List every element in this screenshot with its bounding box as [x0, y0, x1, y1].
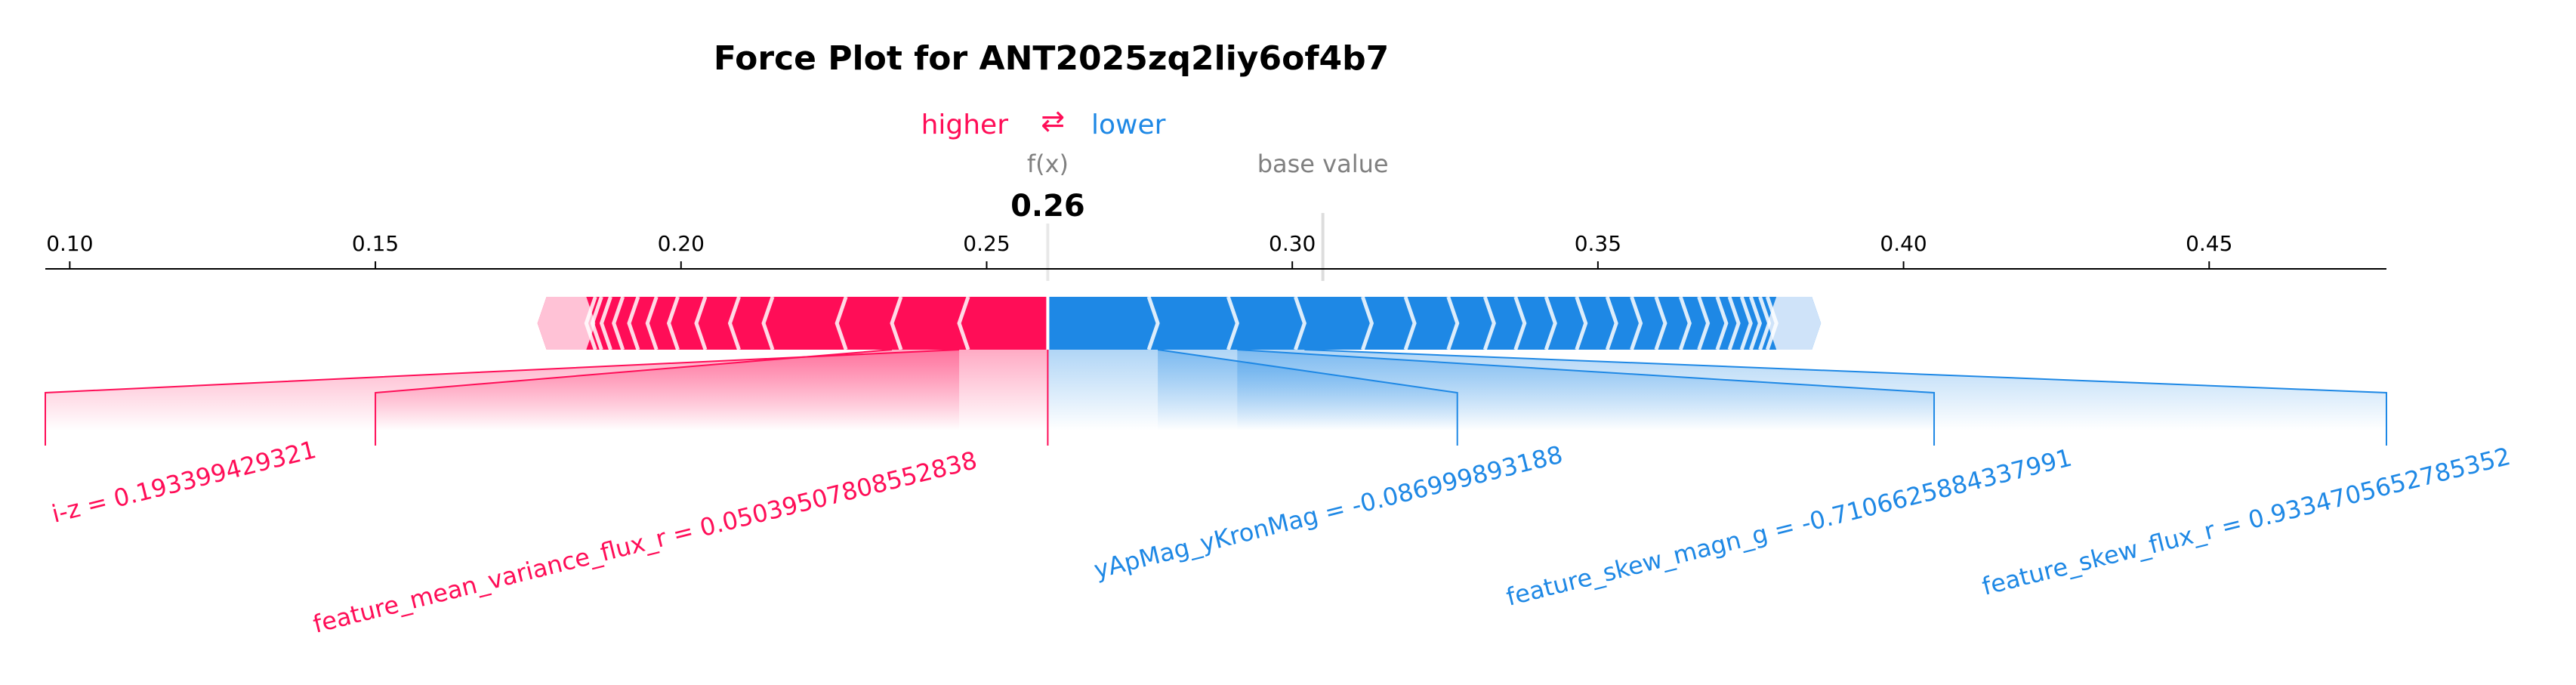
negative-segment-divider: [1654, 296, 1667, 350]
legend-arrows-icon: ⇄: [1041, 104, 1065, 137]
base-value-label: base value: [1257, 150, 1389, 178]
positive-segment-divider: [957, 296, 970, 350]
x-tick-label: 0.15: [352, 231, 399, 256]
negative-segment-divider: [1446, 296, 1460, 350]
positive-segment-divider: [890, 296, 903, 350]
negative-segment-divider: [1678, 296, 1692, 350]
positive-segment-divider: [666, 296, 680, 350]
chart-title: Force Plot for ANT2025zq2liy6of4b7: [714, 39, 1389, 78]
negative-segment-divider: [1403, 296, 1417, 350]
legend-higher: higher: [921, 110, 1009, 140]
negative-segment-divider: [1482, 296, 1496, 350]
negative-segment-divider: [1715, 296, 1729, 350]
negative-segment-divider: [1226, 296, 1239, 350]
negative-segment-divider: [1361, 296, 1374, 350]
negative-force-bar-tail: [1767, 297, 1822, 350]
negative-segment-divider: [1758, 296, 1772, 350]
feature-label: yApMag_yKronMag = -0.086999893188: [1091, 440, 1566, 585]
positive-segment-divider: [612, 296, 625, 350]
feature-label: i-z = 0.193399429321: [49, 435, 319, 529]
negative-segment-divider: [1293, 296, 1307, 350]
positive-segment-divider: [835, 296, 848, 350]
positive-segment-divider: [627, 296, 640, 350]
legend-lower: lower: [1091, 110, 1166, 140]
feature-connector: [375, 349, 893, 446]
feature-connector: [45, 349, 960, 446]
x-tick-label: 0.35: [1575, 231, 1621, 256]
x-tick-label: 0.45: [2186, 231, 2232, 256]
negative-segment-divider: [1765, 296, 1779, 350]
positive-segment-divider: [599, 296, 612, 350]
negative-segment-divider: [1697, 296, 1711, 350]
feature-shade: [375, 350, 960, 430]
feature-connectors: [45, 349, 2387, 446]
feature-label: feature_mean_variance_flux_r = 0.0503950…: [310, 446, 980, 639]
x-tick-label: 0.40: [1880, 231, 1927, 256]
positive-segment-divider: [584, 296, 597, 350]
x-tick-label: 0.20: [658, 231, 705, 256]
fx-label: f(x): [1027, 150, 1069, 178]
fx-value: 0.26: [1010, 189, 1085, 224]
feature-connector: [1304, 349, 2387, 446]
negative-segment-divider: [1605, 296, 1618, 350]
positive-force-bar: [537, 297, 1048, 350]
positive-segment-divider: [694, 296, 708, 350]
force-bars: [537, 296, 1822, 350]
x-tick-label: 0.10: [46, 231, 93, 256]
negative-segment-divider: [1727, 296, 1741, 350]
x-axis: 0.10 0.15 0.20 0.25 0.30 0.35 0.40 0.45: [45, 231, 2386, 270]
feature-labels: i-z = 0.193399429321feature_mean_varianc…: [49, 435, 2513, 639]
negative-segment-divider: [1739, 296, 1753, 350]
negative-segment-divider: [1575, 296, 1588, 350]
negative-segment-divider: [1630, 296, 1643, 350]
x-tick-label: 0.25: [963, 231, 1010, 256]
positive-segment-divider: [590, 296, 603, 350]
positive-segment-divider: [727, 296, 741, 350]
negative-segment-divider: [1544, 296, 1557, 350]
negative-force-bar: [1047, 297, 1822, 350]
positive-segment-divider: [645, 296, 659, 350]
negative-segment-divider: [1146, 296, 1160, 350]
legend: higher ⇄ lower: [921, 104, 1166, 140]
feature-shade: [1237, 350, 2386, 430]
negative-segment-divider: [1749, 296, 1763, 350]
positive-segment-divider: [761, 296, 775, 350]
x-tick-label: 0.30: [1269, 231, 1316, 256]
negative-segment-divider: [1513, 296, 1527, 350]
positive-force-bar-tail: [537, 297, 596, 350]
